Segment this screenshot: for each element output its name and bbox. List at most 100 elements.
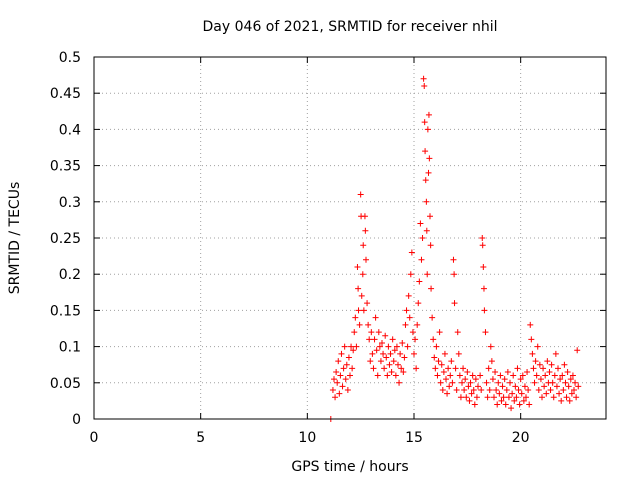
data-point — [447, 372, 454, 379]
data-point — [395, 361, 401, 368]
data-point — [348, 343, 355, 350]
data-point — [426, 155, 433, 162]
data-point — [428, 285, 435, 292]
data-point — [536, 361, 543, 368]
data-point — [456, 372, 463, 379]
data-point — [564, 368, 571, 375]
data-point — [399, 339, 406, 346]
data-point — [525, 387, 532, 394]
data-point — [375, 329, 382, 336]
data-point — [401, 354, 408, 361]
data-point — [515, 387, 522, 394]
data-point — [467, 379, 474, 386]
data-point — [392, 372, 399, 379]
data-point — [494, 401, 501, 408]
data-point — [448, 358, 455, 365]
data-point — [336, 390, 343, 397]
data-point — [502, 401, 509, 408]
data-point — [524, 368, 531, 375]
data-point — [518, 390, 525, 397]
data-point — [516, 401, 523, 408]
data-point — [463, 394, 470, 401]
data-point — [562, 379, 569, 386]
data-point — [575, 383, 582, 390]
data-point — [512, 383, 519, 390]
data-point — [367, 358, 374, 365]
tick-label-layer: 0 5 10 15 20 0 0.05 0.1 0.15 0.2 0.25 0.3 0.35 0.4 0.4… — [50, 50, 530, 446]
data-point — [533, 372, 540, 379]
data-point — [388, 368, 395, 375]
data-point — [549, 379, 556, 386]
x-tick-label: 20 — [512, 430, 530, 446]
x-tick-label: 15 — [405, 430, 423, 446]
data-point — [572, 379, 579, 386]
data-point — [531, 379, 538, 386]
data-point — [484, 394, 491, 401]
data-point — [373, 347, 380, 354]
data-point — [503, 387, 510, 394]
data-point — [482, 329, 489, 336]
data-point — [406, 314, 413, 321]
data-point — [438, 361, 445, 368]
data-point — [520, 397, 527, 404]
data-point — [376, 343, 383, 350]
data-point — [543, 390, 550, 397]
y-tick-label: 0.4 — [59, 122, 81, 138]
data-point — [351, 329, 358, 336]
data-point — [363, 256, 369, 263]
y-tick-label: 0 — [72, 412, 81, 428]
data-point — [559, 372, 566, 379]
data-point — [431, 354, 438, 361]
data-point — [412, 336, 419, 343]
data-point — [491, 394, 497, 401]
data-point — [571, 387, 577, 394]
data-point — [461, 387, 468, 394]
data-point — [471, 401, 478, 408]
grid-layer — [94, 57, 606, 419]
data-point — [453, 387, 460, 394]
data-point — [464, 368, 471, 375]
data-point — [350, 347, 357, 354]
data-point — [339, 383, 346, 390]
data-point — [441, 350, 448, 357]
data-point — [403, 307, 410, 314]
data-point — [340, 365, 347, 372]
data-point — [532, 358, 539, 365]
data-point — [349, 365, 356, 372]
data-point — [537, 376, 544, 383]
data-point — [389, 336, 396, 343]
data-point — [427, 213, 433, 220]
data-point — [542, 372, 549, 379]
data-point — [365, 321, 372, 328]
data-point — [514, 365, 521, 372]
data-point — [338, 350, 345, 357]
data-point — [436, 329, 443, 336]
data-point — [521, 383, 528, 390]
data-point — [422, 148, 429, 155]
data-point — [523, 394, 529, 401]
data-point — [479, 235, 486, 241]
data-point — [393, 343, 400, 350]
data-point — [485, 365, 492, 372]
data-point — [443, 376, 449, 383]
data-point — [560, 387, 567, 394]
data-point — [374, 372, 381, 379]
data-point — [459, 379, 465, 386]
data-point — [445, 365, 452, 372]
data-point — [539, 394, 545, 401]
data-point — [454, 329, 461, 336]
x-tick-label: 5 — [196, 430, 205, 446]
data-point — [470, 387, 477, 394]
data-point — [344, 387, 351, 394]
data-point — [369, 350, 376, 357]
data-point — [548, 361, 555, 368]
data-point — [423, 227, 430, 234]
data-point — [460, 365, 467, 372]
data-point — [362, 227, 369, 234]
data-point — [534, 343, 541, 350]
data-point — [439, 387, 446, 394]
data-point — [487, 343, 494, 350]
data-point — [398, 365, 405, 372]
data-point — [472, 376, 479, 383]
